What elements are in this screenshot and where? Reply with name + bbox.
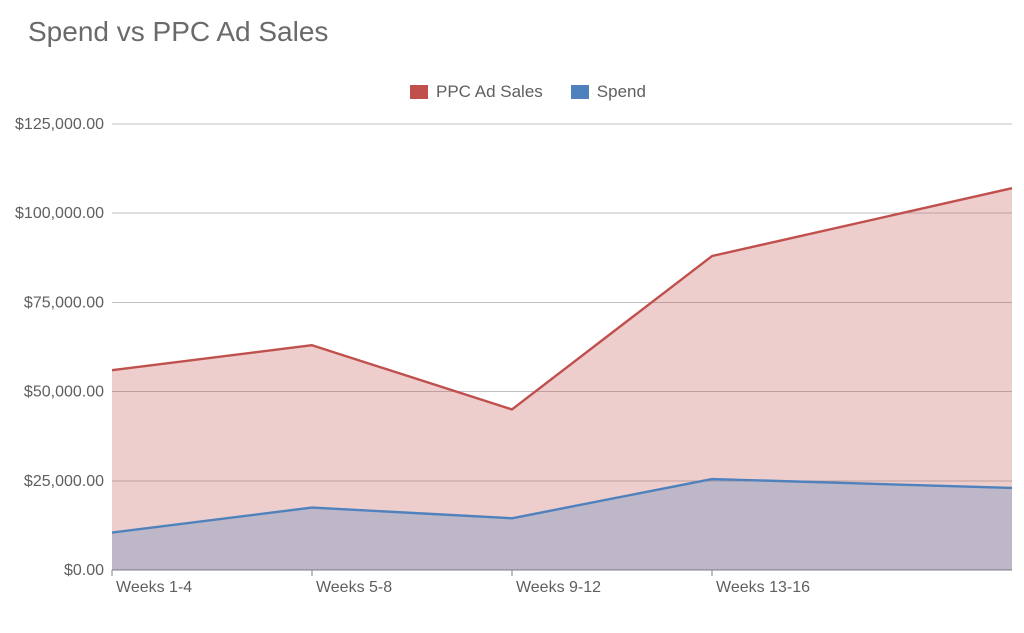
svg-text:$50,000.00: $50,000.00 <box>24 384 104 401</box>
svg-text:$25,000.00: $25,000.00 <box>24 473 104 490</box>
x-axis-label: Weeks 13-16 <box>716 579 810 596</box>
svg-text:$100,000.00: $100,000.00 <box>15 205 104 222</box>
svg-text:$125,000.00: $125,000.00 <box>15 116 104 133</box>
svg-text:$0.00: $0.00 <box>64 562 104 579</box>
x-axis-label: Weeks 9-12 <box>516 579 601 596</box>
x-axis-label: Weeks 5-8 <box>316 579 392 596</box>
svg-text:$75,000.00: $75,000.00 <box>24 294 104 311</box>
area-chart-svg: $0.00 $25,000.00 $50,000.00 $75,000.00 $100,… <box>0 0 1024 633</box>
chart-container: { "title": { "text": "Spend vs PPC Ad Sa… <box>0 0 1024 633</box>
x-axis-label: Weeks 1-4 <box>116 579 192 596</box>
